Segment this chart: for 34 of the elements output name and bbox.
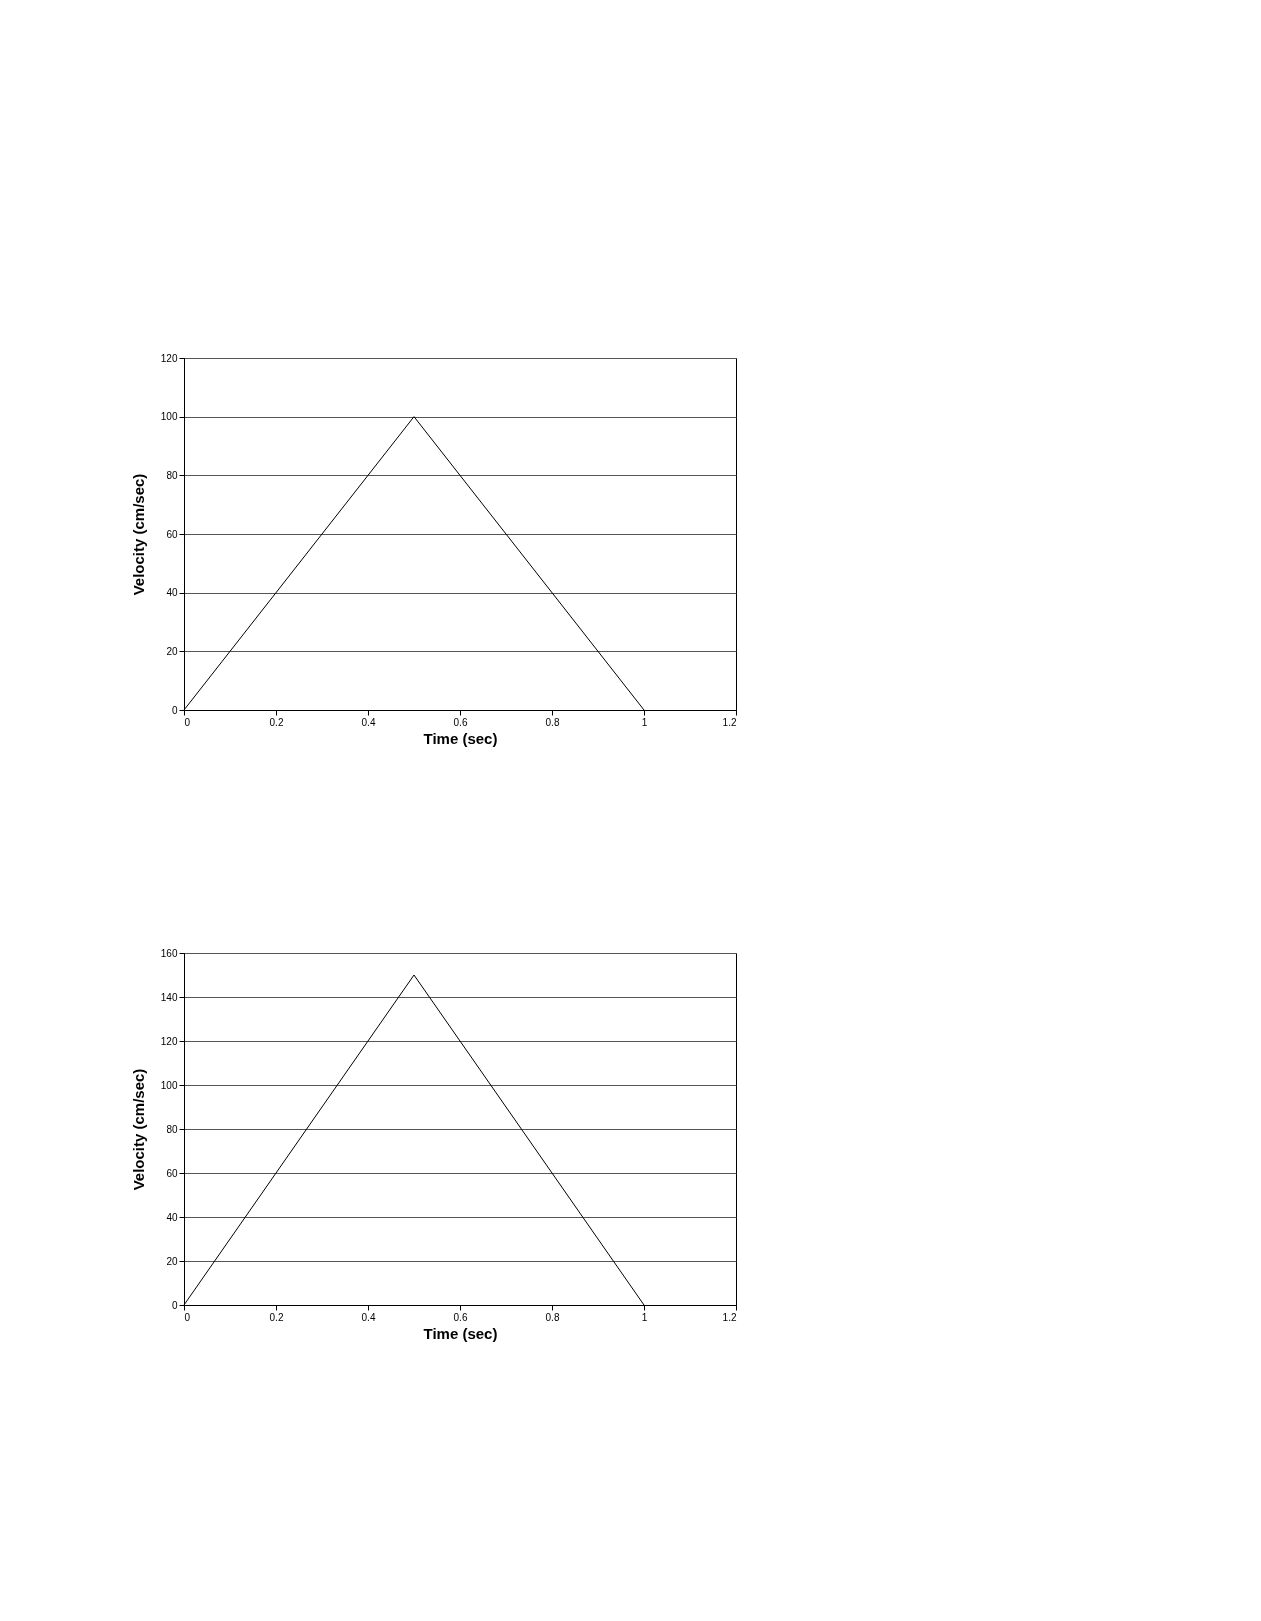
y-tick-label: 120 [160,1035,178,1047]
y-tick-label: 160 [160,947,178,959]
y-tick-label: 0 [171,1299,178,1311]
x-tick-label: 0.6 [453,716,468,728]
x-tick-label: 0.6 [453,1311,468,1323]
y-axis-title: Velocity (cm/sec) [129,1068,147,1191]
x-tick-label: 1.2 [722,716,737,728]
y-tick-label: 60 [166,1167,178,1179]
x-tick-label: 0.4 [361,1311,376,1323]
x-tick-label: 0.2 [269,716,284,728]
x-axis-title: Time (sec) [423,729,498,747]
y-tick-label: 20 [166,645,178,657]
x-tick-label: 1 [641,716,648,728]
y-tick-label: 20 [166,1255,178,1267]
x-tick-label: 0.8 [545,716,560,728]
y-tick-label: 80 [166,469,178,481]
x-tick-label: 0 [184,716,191,728]
y-tick-label: 120 [160,352,178,364]
y-tick-label: 100 [160,1079,178,1091]
x-tick-label: 0.2 [269,1311,284,1323]
x-tick-label: 0 [184,1311,191,1323]
x-tick-label: 1.2 [722,1311,737,1323]
y-tick-label: 80 [166,1123,178,1135]
y-tick-label: 40 [166,1211,178,1223]
y-tick-label: 40 [166,587,178,599]
y-tick-label: 0 [171,704,178,716]
y-tick-label: 100 [160,411,178,423]
y-tick-label: 60 [166,528,178,540]
x-tick-label: 0.4 [361,716,376,728]
x-axis-title: Time (sec) [423,1324,498,1342]
y-axis-title: Velocity (cm/sec) [129,473,147,596]
y-tick-label: 140 [160,991,178,1003]
x-tick-label: 0.8 [545,1311,560,1323]
x-tick-label: 1 [641,1311,648,1323]
